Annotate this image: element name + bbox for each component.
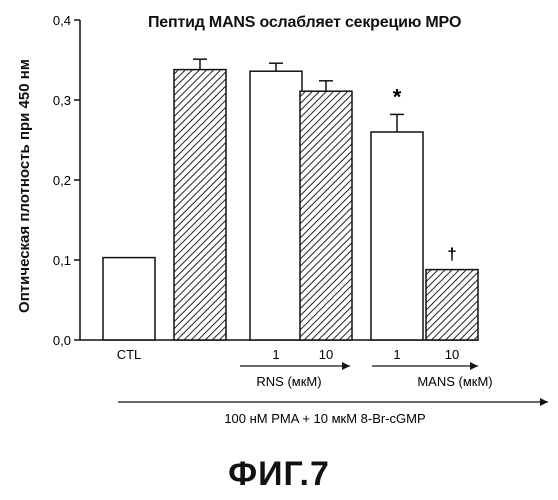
bar: [103, 258, 155, 340]
treatment-arrow-head: [540, 398, 548, 406]
x-tick-label: 1: [393, 347, 400, 362]
treatment-label: 100 нМ PMA + 10 мкМ 8-Br-cGMP: [224, 411, 425, 426]
bar: [300, 91, 352, 340]
bar: [250, 71, 302, 340]
group-label: MANS (мкМ): [417, 374, 492, 389]
bar: [371, 132, 423, 340]
y-tick-label: 0,2: [53, 173, 71, 188]
group-label: RNS (мкМ): [256, 374, 321, 389]
rns-arrow-head: [342, 362, 350, 370]
significance-mark: *: [393, 84, 402, 109]
y-tick-label: 0,3: [53, 93, 71, 108]
y-tick-label: 0,4: [53, 13, 71, 28]
x-tick-label: 1: [272, 347, 279, 362]
mans-arrow-head: [470, 362, 478, 370]
y-tick-label: 0,1: [53, 253, 71, 268]
x-tick-label: 10: [319, 347, 333, 362]
bar: [174, 70, 226, 340]
y-tick-label: 0,0: [53, 333, 71, 348]
significance-mark: †: [447, 245, 456, 264]
x-tick-label: 10: [445, 347, 459, 362]
bar: [426, 270, 478, 340]
figure-caption: ФИГ.7: [0, 455, 558, 494]
x-tick-label: CTL: [117, 347, 142, 362]
